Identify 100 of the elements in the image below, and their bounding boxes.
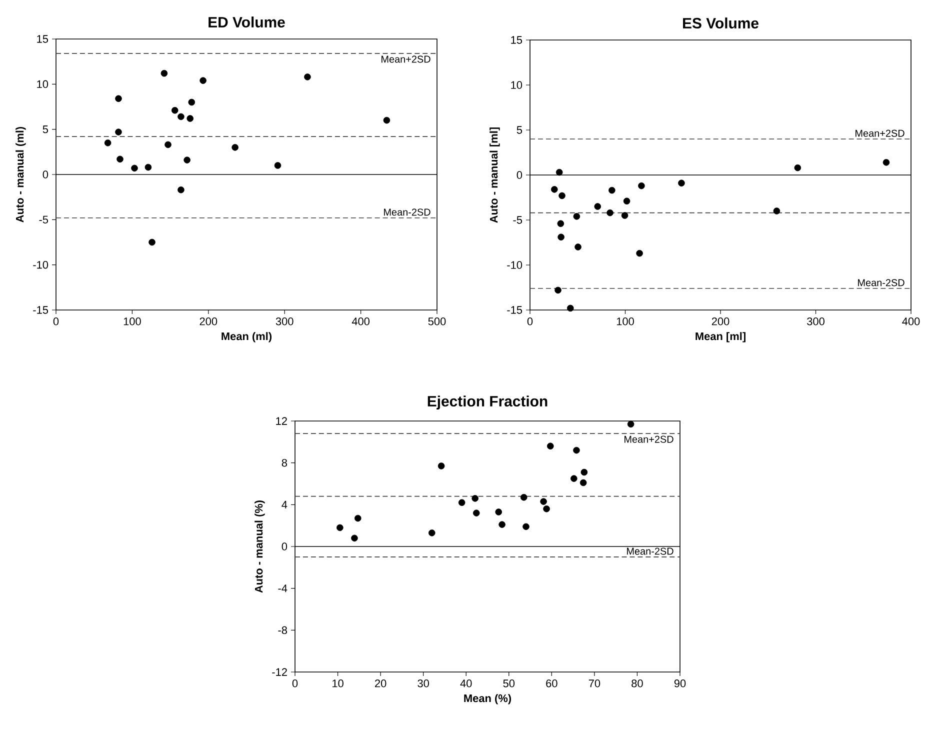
y-tick-label: -10	[33, 260, 48, 269]
point	[627, 420, 634, 428]
point	[354, 514, 362, 522]
y-tick-label: 8	[282, 458, 288, 467]
y-tick-label: 15	[37, 35, 48, 43]
point	[573, 213, 580, 220]
x-tick-label: 400	[352, 318, 370, 326]
y-axis-title: Auto - manual (%)	[254, 500, 265, 593]
y-tick-label: 0	[516, 171, 522, 179]
point	[558, 234, 564, 240]
point	[472, 510, 480, 516]
ref-line-label: Mean+2SD	[624, 436, 674, 443]
x-tick-label: 0	[53, 318, 59, 326]
point	[171, 106, 178, 114]
point	[773, 208, 780, 214]
y-tick-label: 4	[282, 500, 288, 508]
y-tick-label: 5	[516, 126, 522, 134]
x-tick-label: 100	[616, 318, 634, 326]
point	[184, 156, 190, 164]
point	[186, 115, 194, 122]
point	[495, 508, 502, 516]
x-tick-label: 10	[332, 680, 344, 688]
point	[882, 159, 890, 166]
x-axis-title: Mean (%)	[464, 694, 511, 704]
point	[594, 203, 602, 210]
point	[567, 304, 574, 312]
ref-line-label: Mean-2SD	[627, 548, 674, 555]
x-tick-label: 0	[292, 680, 298, 688]
x-tick-label: 30	[418, 680, 429, 688]
point	[608, 186, 616, 194]
point	[200, 77, 206, 84]
point	[543, 505, 550, 512]
point	[558, 192, 566, 200]
point	[573, 446, 580, 454]
point	[428, 530, 436, 536]
y-tick-label: -4	[278, 584, 288, 592]
ref-line-label: Mean+2SD	[382, 56, 430, 63]
y-tick-label: 5	[42, 126, 48, 134]
point	[232, 144, 238, 151]
point	[678, 180, 685, 186]
point	[164, 141, 172, 148]
point	[438, 462, 445, 470]
ref-line-label: Mean+2SD	[856, 130, 904, 137]
point	[638, 182, 645, 190]
x-tick-label: 50	[503, 680, 515, 688]
point	[131, 164, 138, 172]
point	[178, 113, 184, 120]
point	[556, 168, 563, 176]
point	[794, 164, 802, 172]
x-tick-label: 20	[375, 680, 386, 688]
y-tick-label: 15	[511, 36, 522, 44]
point	[144, 164, 152, 171]
point	[472, 495, 478, 502]
x-tick-label: 70	[588, 680, 600, 688]
point	[636, 250, 643, 257]
point	[554, 286, 562, 294]
ref-line-label: Mean-2SD	[858, 279, 904, 286]
x-tick-label: 60	[546, 680, 558, 688]
y-tick-label: -5	[39, 216, 48, 224]
point	[458, 499, 466, 506]
point	[621, 212, 628, 219]
point	[522, 523, 530, 530]
y-tick-label: -8	[278, 626, 288, 634]
point	[498, 521, 506, 528]
x-tick-label: 80	[632, 680, 643, 688]
y-axis-title: Auto - manual [ml]	[490, 128, 500, 223]
point	[148, 238, 156, 246]
x-tick-label: 100	[124, 318, 141, 326]
point	[115, 128, 122, 136]
x-tick-label: 300	[807, 318, 824, 326]
point	[540, 498, 547, 505]
point	[574, 244, 582, 250]
x-tick-label: 40	[460, 680, 472, 688]
y-tick-label: -15	[33, 306, 48, 314]
x-axis-title: Mean [ml]	[696, 332, 746, 342]
chart-title: ED Volume	[208, 16, 285, 28]
y-tick-label: -12	[272, 668, 287, 676]
point	[116, 156, 124, 163]
point	[188, 98, 196, 106]
point	[520, 494, 528, 501]
point	[580, 479, 587, 486]
y-tick-label: 10	[511, 81, 522, 89]
point	[304, 74, 311, 80]
x-axis-title: Mean (ml)	[222, 332, 272, 342]
point	[336, 524, 344, 532]
chart-title: Ejection Fraction	[428, 396, 548, 410]
x-tick-label: 300	[276, 318, 294, 326]
x-tick-label: 200	[200, 318, 218, 326]
point	[623, 198, 630, 204]
point	[115, 95, 122, 102]
y-tick-label: 0	[282, 542, 288, 550]
point	[160, 70, 168, 77]
point	[178, 186, 184, 194]
chart-title: ES Volume	[683, 18, 758, 28]
x-tick-label: 90	[674, 680, 686, 688]
point	[551, 186, 558, 193]
y-tick-label: -10	[507, 261, 522, 269]
y-tick-label: 0	[42, 170, 48, 178]
point	[570, 475, 578, 482]
point	[274, 162, 282, 169]
